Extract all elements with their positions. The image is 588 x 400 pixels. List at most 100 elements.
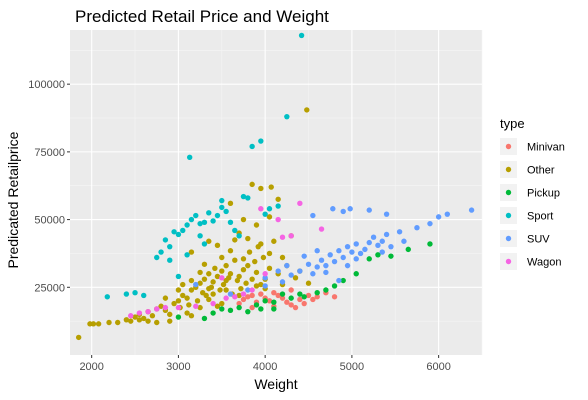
data-point — [210, 279, 216, 285]
legend-label: Wagon — [527, 257, 561, 269]
data-point — [271, 299, 277, 305]
data-point — [253, 302, 260, 308]
data-point — [201, 219, 208, 225]
data-point — [245, 195, 251, 201]
legend-label: Pickup — [527, 188, 560, 200]
data-point — [288, 272, 294, 278]
data-point — [301, 253, 307, 259]
legend-marker — [505, 235, 512, 242]
series-wagon — [128, 200, 325, 319]
data-point — [240, 291, 247, 297]
data-point — [193, 281, 199, 288]
data-point — [219, 300, 225, 307]
data-point — [154, 306, 160, 312]
data-point — [219, 306, 225, 312]
data-point — [266, 265, 273, 272]
chart-title: Predicted Retail Price and Weight — [75, 7, 329, 26]
data-point — [214, 242, 221, 249]
data-point — [314, 294, 320, 300]
data-point — [366, 207, 372, 213]
data-point — [232, 257, 238, 263]
axes: 2000 3000 4000 5000 6000 25000 50000 75000 10000… — [28, 79, 451, 373]
data-point — [206, 285, 212, 292]
data-point — [245, 262, 251, 269]
data-point — [210, 310, 216, 316]
data-point — [90, 321, 97, 327]
data-point — [349, 249, 355, 255]
data-point — [175, 287, 182, 293]
data-point — [275, 203, 281, 209]
data-point — [145, 308, 151, 315]
data-point — [201, 276, 208, 282]
data-point — [132, 314, 138, 320]
data-point — [301, 294, 307, 300]
data-point — [288, 295, 294, 301]
data-point — [301, 300, 307, 307]
data-point — [288, 233, 294, 239]
data-point — [219, 197, 225, 204]
data-point — [288, 287, 294, 293]
data-point — [197, 233, 203, 239]
data-point — [158, 303, 164, 309]
data-point — [427, 220, 433, 227]
data-point — [304, 107, 310, 113]
data-point — [162, 304, 169, 311]
data-point — [154, 254, 160, 261]
data-point — [236, 292, 242, 299]
data-point — [266, 206, 273, 212]
data-point — [220, 281, 227, 288]
data-point — [249, 143, 255, 150]
data-point — [284, 299, 290, 305]
legend-marker — [505, 258, 512, 265]
data-point — [154, 319, 160, 326]
data-point — [258, 291, 264, 297]
data-point — [206, 238, 212, 244]
data-point — [162, 237, 169, 243]
data-point — [375, 242, 381, 249]
data-point — [214, 273, 221, 280]
data-point — [197, 304, 203, 311]
data-point — [258, 306, 264, 312]
data-point — [366, 239, 372, 246]
data-point — [106, 319, 112, 326]
legend-item-minivan: Minivan — [500, 138, 565, 155]
x-tick-label: 2000 — [79, 361, 103, 373]
data-point — [262, 283, 268, 289]
data-point — [347, 206, 353, 212]
data-point — [128, 313, 134, 319]
data-point — [186, 154, 193, 160]
data-point — [227, 271, 234, 277]
data-point — [240, 296, 247, 303]
data-point — [292, 275, 299, 281]
data-point — [223, 295, 229, 301]
data-point — [245, 308, 251, 315]
data-point — [279, 279, 286, 285]
data-point — [297, 291, 303, 297]
data-point — [344, 243, 351, 250]
data-point — [262, 271, 268, 277]
data-point — [149, 313, 156, 319]
data-point — [375, 252, 381, 258]
data-point — [206, 210, 212, 216]
data-point — [219, 268, 225, 274]
data-point — [427, 241, 433, 247]
data-point — [262, 298, 268, 304]
legend-item-other: Other — [500, 161, 555, 178]
data-point — [186, 302, 192, 308]
data-point — [223, 208, 229, 215]
data-point — [330, 206, 336, 212]
x-tick-label: 4000 — [253, 361, 277, 373]
data-point — [396, 229, 403, 235]
data-point — [388, 253, 394, 259]
data-point — [310, 212, 316, 219]
data-point — [362, 246, 368, 253]
data-point — [297, 268, 303, 274]
data-point — [104, 294, 110, 300]
data-point — [379, 249, 385, 255]
data-point — [212, 265, 218, 272]
data-point — [275, 268, 281, 274]
y-tick-label: 75000 — [34, 147, 65, 159]
x-tick-label: 5000 — [340, 361, 364, 373]
data-point — [249, 181, 255, 188]
data-point — [180, 227, 186, 234]
